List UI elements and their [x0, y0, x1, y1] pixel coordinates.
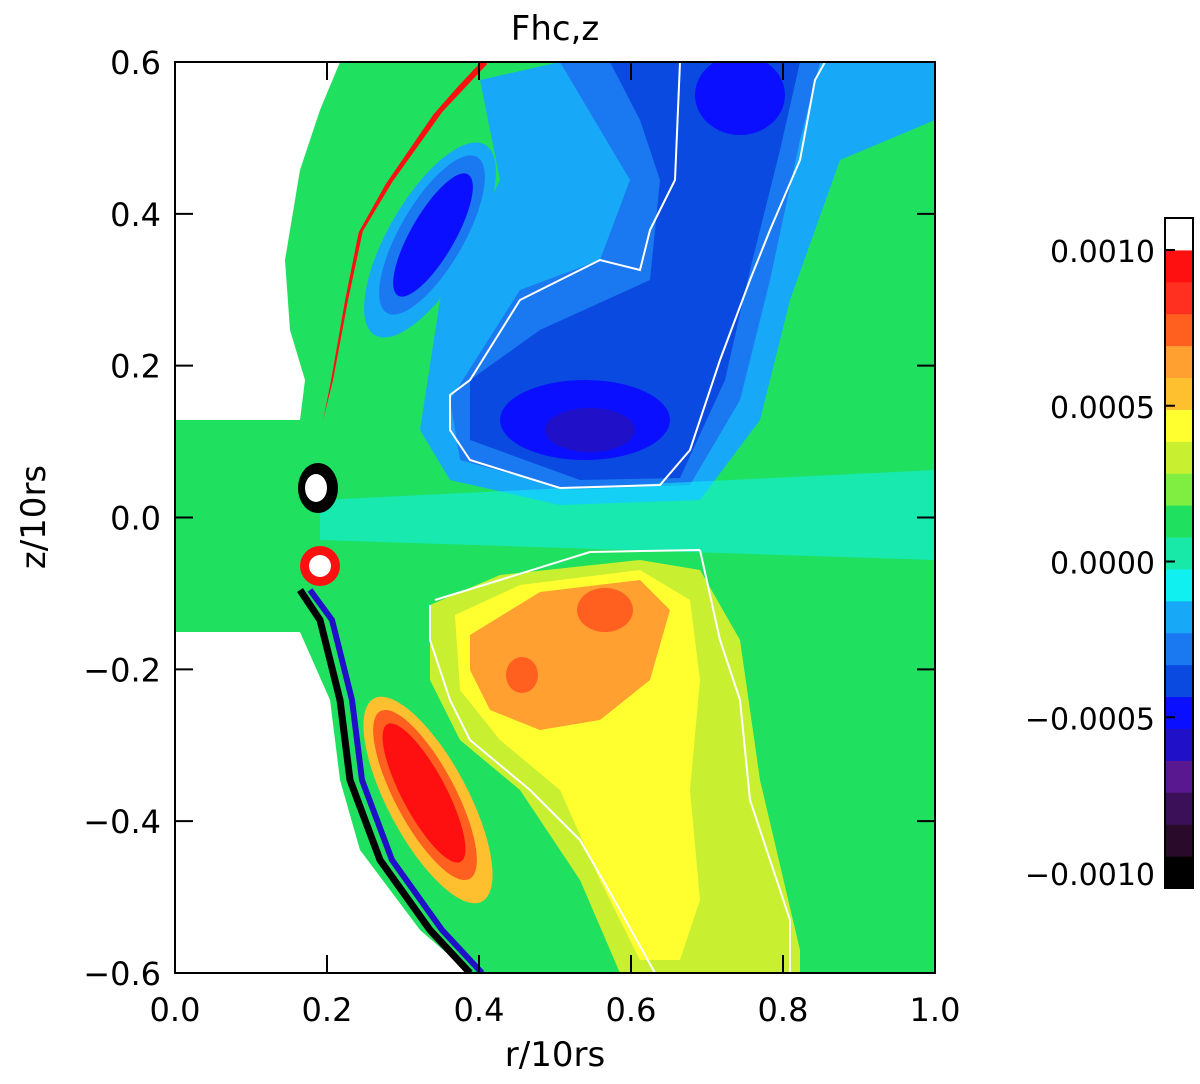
- colorbar-swatch: [1165, 281, 1193, 315]
- funnel-edge-lower: [307, 588, 485, 973]
- colorbar-swatch: [1165, 728, 1193, 761]
- x-tick-label: 0.0: [150, 991, 201, 1029]
- x-axis-label: r/10rs: [505, 1035, 605, 1075]
- inner-spot-lower: [309, 555, 331, 577]
- colorbar-swatch: [1165, 664, 1193, 698]
- x-tick-label: 0.2: [302, 991, 353, 1029]
- y-tick-label: 0.4: [110, 196, 161, 234]
- x-tick-label: 0.8: [758, 991, 809, 1029]
- colorbar-frame: [1164, 217, 1194, 889]
- colorbar-swatch: [1165, 792, 1193, 825]
- contour-positive: [429, 549, 791, 973]
- y-tick-label: −0.4: [83, 803, 161, 841]
- blue-wind-deep: [470, 62, 800, 480]
- funnel-wall-lower: [297, 588, 473, 973]
- equatorial-wedge: [320, 470, 935, 560]
- x-tick-label: 0.4: [454, 991, 505, 1029]
- colorbar-tick-label: −0.0010: [1025, 858, 1155, 893]
- colorbar-swatch: [1165, 345, 1193, 379]
- orange-maximum-b: [506, 657, 538, 693]
- colorbar-swatch: [1165, 473, 1193, 506]
- x-tick-label: 1.0: [910, 991, 961, 1029]
- heatmap-field: [175, 62, 935, 973]
- colorbar-swatch: [1165, 505, 1193, 538]
- inner-spot-upper: [305, 474, 327, 502]
- colorbar-tick-label: 0.0005: [1050, 391, 1155, 426]
- y-tick-label: −0.6: [83, 955, 161, 993]
- colorbar-ticks: 0.0010 0.0005 0.0000 −0.0005 −0.0010: [1025, 235, 1175, 893]
- colorbar-swatch: [1165, 377, 1193, 410]
- colorbar-tick-label: 0.0000: [1050, 547, 1155, 582]
- y-tick-label: 0.2: [110, 348, 161, 386]
- colorbar-swatch: [1165, 537, 1193, 570]
- empty-region-upper: [175, 62, 340, 420]
- colorbar-swatch: [1165, 600, 1193, 634]
- colorbar-swatch: [1165, 696, 1193, 729]
- colorbar-tick-label: 0.0010: [1050, 235, 1155, 270]
- colorbar-swatch: [1165, 632, 1193, 666]
- colorbar-swatch: [1165, 441, 1193, 474]
- x-tick-label: 0.6: [606, 991, 657, 1029]
- colorbar-swatch: [1165, 409, 1193, 442]
- x-axis-ticks: 0.0 0.2 0.4 0.6 0.8 1.0: [150, 62, 961, 1029]
- lower-jet-inner: [382, 723, 466, 863]
- y-tick-label: 0.0: [110, 500, 161, 538]
- chart-title: Fhc,z: [511, 9, 599, 49]
- colorbar-swatch: [1165, 218, 1193, 251]
- orange-maximum-a: [577, 588, 633, 632]
- colorbar: [1164, 217, 1194, 889]
- funnel-edge-upper: [305, 62, 476, 442]
- colorbar-swatch: [1165, 760, 1193, 793]
- upper-jet-inner: [393, 173, 473, 297]
- colorbar-tick-label: −0.0005: [1025, 702, 1155, 737]
- blue-minimum-center-inner: [545, 408, 635, 452]
- contour-negative: [449, 62, 826, 490]
- colorbar-swatch: [1165, 568, 1193, 602]
- blue-minimum-top: [695, 62, 785, 135]
- colorbar-swatch: [1165, 249, 1193, 283]
- y-tick-label: −0.2: [83, 651, 161, 689]
- colorbar-swatch: [1165, 313, 1193, 347]
- y-axis-label: z/10rs: [14, 465, 54, 569]
- empty-region-lower: [175, 632, 470, 973]
- y-axis-ticks: 0.6 0.4 0.2 0.0 −0.2 −0.4 −0.6: [83, 44, 935, 993]
- colorbar-swatch: [1165, 824, 1193, 857]
- y-tick-label: 0.6: [110, 44, 161, 82]
